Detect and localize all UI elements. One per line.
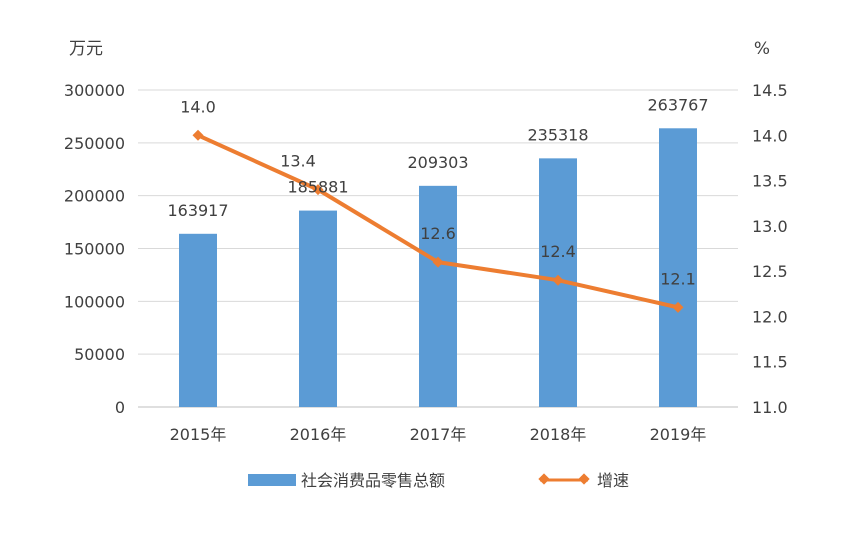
bar-value-label: 209303	[407, 153, 468, 172]
left-axis-tick-label: 150000	[64, 240, 125, 259]
right-axis-tick-label: 13.0	[752, 217, 788, 236]
bar	[659, 128, 697, 408]
right-axis-tick-label: 11.5	[752, 353, 788, 372]
line-series	[192, 129, 684, 313]
left-axis-unit: 万元	[69, 39, 103, 59]
right-axis-tick-label: 14.0	[752, 126, 788, 145]
line-marker	[672, 301, 684, 313]
bar-value-label: 263767	[647, 95, 708, 114]
x-axis-tick-label: 2019年	[650, 425, 707, 444]
bar	[179, 233, 217, 407]
line-marker	[552, 274, 564, 286]
right-axis-tick-label: 13.5	[752, 172, 788, 191]
legend-line-marker-right	[578, 473, 590, 485]
bar-value-label: 163917	[167, 201, 228, 220]
left-axis-tick-label: 300000	[64, 81, 125, 100]
data-labels: 163917 185881 209303 235318 263767 14.0 13.4 12…	[167, 95, 708, 288]
bar	[419, 185, 457, 407]
legend-bar-swatch	[248, 474, 296, 486]
right-axis-tick-label: 14.5	[752, 81, 788, 100]
line-value-label: 14.0	[180, 97, 216, 116]
legend-line-marker-left	[538, 473, 550, 485]
bar-value-label: 235318	[527, 125, 588, 144]
line-value-label: 12.6	[420, 224, 456, 243]
left-axis-tick-label: 250000	[64, 134, 125, 153]
left-axis-tick-label: 50000	[74, 345, 125, 364]
x-axis-tick-label: 2018年	[530, 425, 587, 444]
line-marker	[312, 184, 324, 196]
line-value-label: 12.1	[660, 269, 696, 288]
legend-bar-label: 社会消费品零售总额	[301, 471, 445, 490]
right-axis-tick-label: 11.0	[752, 398, 788, 417]
right-axis-tick-label: 12.5	[752, 262, 788, 281]
line-value-label: 12.4	[540, 242, 576, 261]
legend: 社会消费品零售总额 增速	[248, 471, 629, 490]
line-value-label: 13.4	[280, 152, 316, 171]
axes: 万元 % 0 50000 100000 150000 200000 250000 30000…	[64, 39, 788, 444]
x-axis-tick-label: 2015年	[170, 425, 227, 444]
bar-value-label: 185881	[287, 178, 348, 197]
x-axis-tick-label: 2016年	[290, 425, 347, 444]
right-axis-unit: %	[754, 39, 770, 59]
line-marker	[192, 129, 204, 141]
left-axis-tick-label: 100000	[64, 292, 125, 311]
legend-line-label: 增速	[597, 471, 629, 490]
line-marker	[432, 256, 444, 268]
bar	[299, 210, 337, 407]
right-axis-tick-label: 12.0	[752, 307, 788, 326]
x-axis-tick-label: 2017年	[410, 425, 467, 444]
left-axis-tick-label: 200000	[64, 187, 125, 206]
left-axis-tick-label: 0	[115, 398, 125, 417]
